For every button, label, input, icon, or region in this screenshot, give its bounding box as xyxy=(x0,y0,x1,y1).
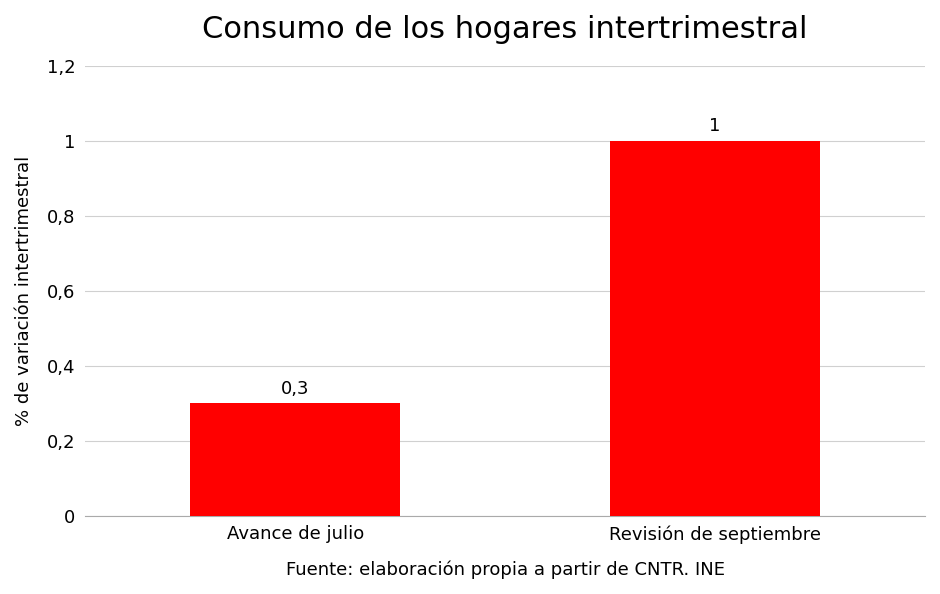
Title: Consumo de los hogares intertrimestral: Consumo de los hogares intertrimestral xyxy=(202,15,807,44)
Bar xyxy=(610,141,820,516)
Text: 1: 1 xyxy=(710,117,721,135)
Bar xyxy=(190,403,400,516)
X-axis label: Fuente: elaboración propia a partir de CNTR. INE: Fuente: elaboración propia a partir de C… xyxy=(286,561,725,579)
Y-axis label: % de variación intertrimestral: % de variación intertrimestral xyxy=(15,156,33,426)
Text: 0,3: 0,3 xyxy=(281,380,309,397)
